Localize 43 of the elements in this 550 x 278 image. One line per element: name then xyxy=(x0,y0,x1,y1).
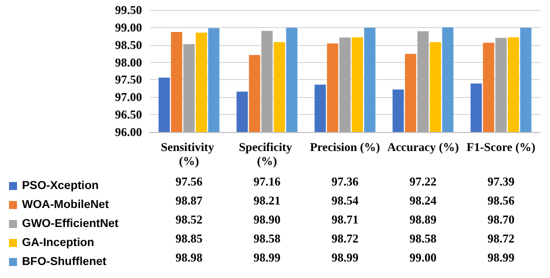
data-label: 98.89 xyxy=(410,212,436,226)
x-tick-label: Precision (%) xyxy=(310,140,380,154)
legend-label: BFO-Shufflenet xyxy=(22,256,106,268)
data-label: 97.16 xyxy=(254,174,280,188)
data-label: 98.99 xyxy=(332,250,358,264)
data-label: 98.72 xyxy=(488,232,514,246)
data-label: 99.00 xyxy=(410,250,436,264)
y-tick-label: 99.50 xyxy=(115,3,142,17)
data-label: 98.70 xyxy=(488,212,514,226)
y-tick-label: 96.00 xyxy=(115,125,142,139)
x-tick-label: Accuracy (%) xyxy=(387,140,459,154)
y-tick-label: 97.50 xyxy=(115,72,142,87)
data-label: 98.58 xyxy=(254,232,280,246)
y-tick-label: 96.50 xyxy=(115,108,142,122)
legend-label: PSO-Xception xyxy=(22,180,99,192)
data-label: 98.58 xyxy=(410,232,436,246)
x-tick-label: F1-Score (%) xyxy=(466,140,536,154)
y-tick-label: 98.00 xyxy=(115,55,142,70)
data-label: 97.22 xyxy=(410,174,436,188)
data-label: 98.85 xyxy=(176,232,202,246)
data-label: 98.71 xyxy=(332,212,358,226)
data-label: 98.87 xyxy=(176,194,202,208)
data-label: 98.98 xyxy=(176,250,202,264)
y-tick-label: 98.50 xyxy=(115,38,142,52)
data-label: 98.56 xyxy=(488,194,514,208)
x-tick-label: Sensitivity (%) xyxy=(160,140,218,168)
data-label: 97.36 xyxy=(332,174,358,188)
y-tick-label: 97.00 xyxy=(115,90,142,104)
data-label: 98.54 xyxy=(332,194,358,208)
legend-label: GA-Inception xyxy=(22,237,94,249)
data-label: 98.52 xyxy=(176,212,202,226)
data-label: 98.90 xyxy=(254,212,280,226)
data-label: 98.72 xyxy=(332,232,358,246)
x-tick-label: Specificity (%) xyxy=(238,140,296,168)
data-label: 97.56 xyxy=(176,174,202,188)
y-tick-label: 99.00 xyxy=(115,20,142,34)
data-label: 98.99 xyxy=(254,250,280,264)
data-label: 98.21 xyxy=(254,194,280,208)
legend-label: WOA-MobileNet xyxy=(22,199,110,211)
legend-label: GWO-EfficientNet xyxy=(22,218,119,230)
data-label: 97.39 xyxy=(488,174,514,188)
data-label: 98.99 xyxy=(488,250,514,264)
data-label: 98.24 xyxy=(410,194,436,208)
